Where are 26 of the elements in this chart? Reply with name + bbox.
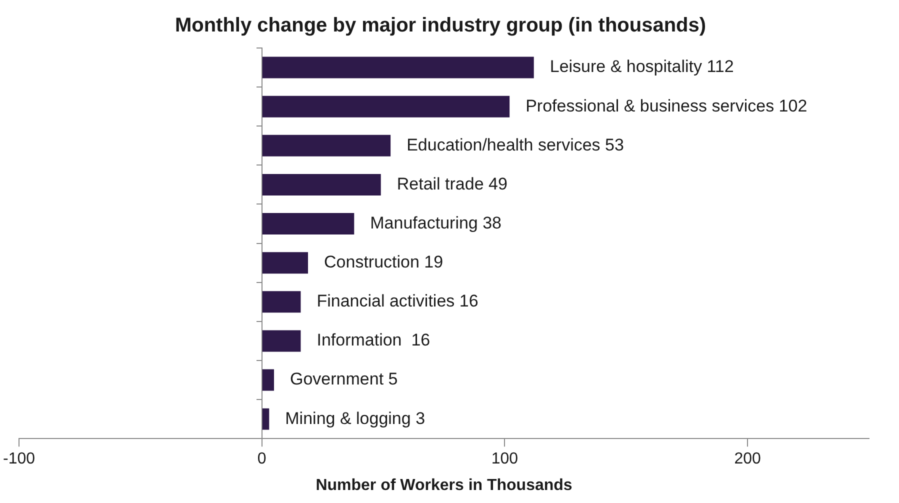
bar — [262, 252, 308, 274]
y-tick-label: Leisure & hospitality 112 — [550, 57, 734, 76]
bar — [262, 56, 534, 78]
bar — [262, 330, 301, 352]
x-axis-title: Number of Workers in Thousands — [316, 476, 572, 494]
chart-title: Monthly change by major industry group (in thousands) — [174, 14, 706, 37]
y-tick-label: Financial activities 16 — [316, 292, 478, 311]
y-tick-label: Government 5 — [290, 370, 398, 389]
bar — [262, 174, 381, 196]
bar — [262, 96, 510, 118]
x-tick-label: 100 — [491, 450, 518, 468]
y-tick-label: Mining & logging 3 — [285, 408, 426, 428]
x-tick-label: 0 — [257, 450, 266, 468]
y-tick-label: Professional & business services 102 — [526, 96, 808, 116]
y-tick-label: Information 16 — [316, 330, 430, 350]
bar — [262, 291, 301, 313]
bar — [262, 408, 270, 430]
bar — [262, 369, 274, 391]
bar — [262, 134, 391, 156]
y-tick-label: Retail trade 49 — [396, 174, 508, 194]
y-tick-label: Education/health services 53 — [406, 135, 624, 154]
y-tick-label: Construction 19 — [324, 252, 444, 272]
x-tick-label: -100 — [2, 450, 36, 468]
y-tick-label: Manufacturing 38 — [370, 213, 502, 232]
bar — [262, 213, 354, 235]
x-tick-label: 200 — [734, 450, 762, 468]
